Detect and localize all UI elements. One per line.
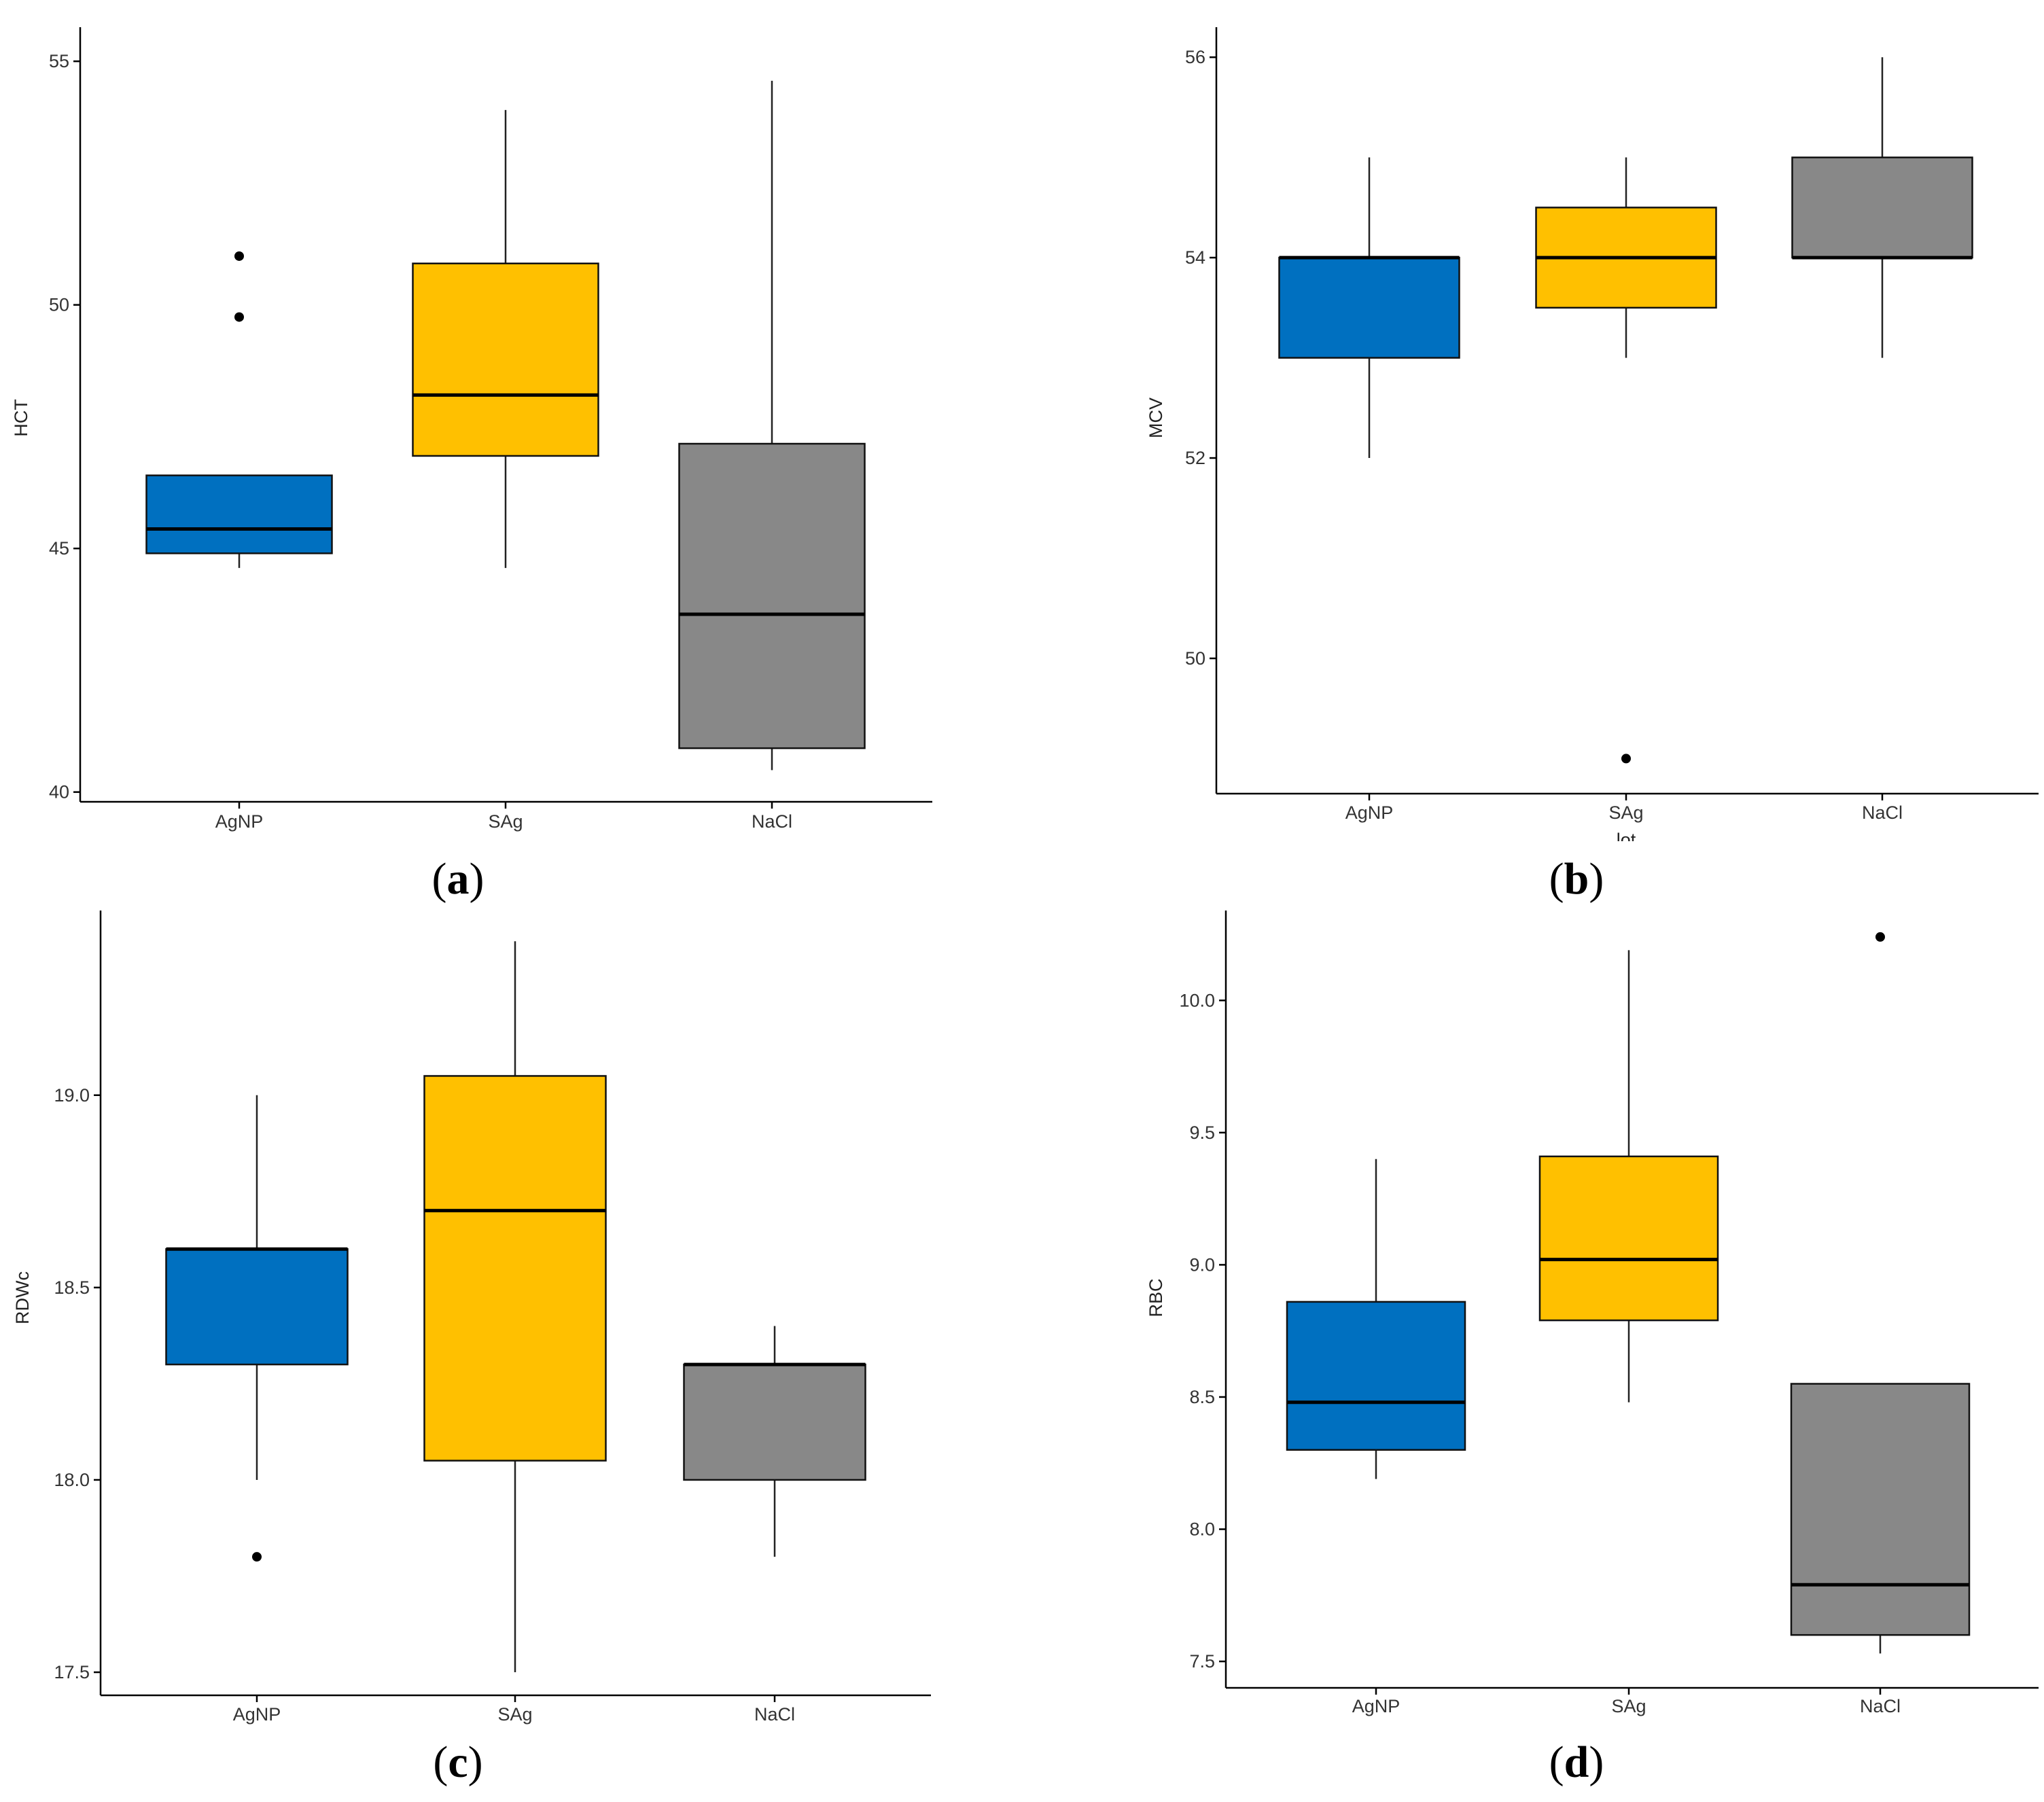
y-tick-label: 10.0 — [1179, 990, 1215, 1010]
y-tick-label: 50 — [49, 295, 69, 315]
panel-label-close-paren: ) — [468, 1737, 483, 1787]
outlier-point-nacl — [1875, 932, 1885, 942]
panel-label-letter: c — [448, 1737, 468, 1787]
box-sag — [423, 941, 607, 1673]
x-tick-label: AgNP — [1345, 802, 1394, 823]
y-tick-label: 19.0 — [54, 1085, 90, 1106]
y-tick-label: 52 — [1185, 448, 1205, 468]
y-tick-label: 9.5 — [1189, 1123, 1215, 1143]
outlier-point-agnp — [234, 312, 244, 322]
box-sag — [1535, 157, 1717, 764]
iqr-box-agnp — [1286, 1301, 1466, 1451]
box-nacl — [1790, 932, 1971, 1654]
y-tick-label: 18.5 — [54, 1277, 90, 1298]
x-tick-label: NaCl — [752, 811, 792, 832]
x-tick-label: SAg — [488, 811, 523, 832]
panel-label-open-paren: ( — [1549, 1737, 1564, 1787]
panel-label: (d) — [1549, 1737, 1604, 1787]
iqr-box-sag — [412, 262, 599, 457]
chart-panel-c: 17.5 18.0 18.5 19.0 AgNP SAg NaCl RDWc (c) — [12, 911, 931, 1787]
panel-label-letter: b — [1564, 854, 1589, 904]
outlier-point-agnp — [234, 251, 244, 261]
y-tick-label: 17.5 — [54, 1662, 90, 1682]
x-tick-label: SAg — [1611, 1696, 1646, 1716]
iqr-box-agnp — [165, 1248, 349, 1366]
y-tick-label: 55 — [49, 51, 69, 71]
y-axis-title: RDWc — [12, 1271, 33, 1324]
box-agnp — [1286, 1159, 1466, 1479]
chart-panel-b: 50 52 54 56 AgNP SAg NaCl lot MCV (b) — [1146, 27, 2039, 904]
panel-label-open-paren: ( — [1549, 854, 1564, 904]
y-tick-label: 8.0 — [1189, 1519, 1215, 1540]
outlier-point-agnp — [252, 1552, 262, 1562]
y-tick-label: 54 — [1185, 247, 1205, 268]
panel-label: (a) — [432, 854, 484, 904]
y-tick-label: 45 — [49, 538, 69, 559]
x-tick-label: SAg — [1608, 802, 1643, 823]
x-tick-label: AgNP — [1352, 1696, 1400, 1716]
iqr-box-nacl — [1791, 156, 1973, 259]
box-agnp — [145, 251, 333, 568]
box-nacl — [678, 80, 866, 771]
y-tick-label: 50 — [1185, 648, 1205, 669]
box-sag — [412, 109, 599, 568]
iqr-box-nacl — [1790, 1383, 1971, 1636]
y-tick-label: 18.0 — [54, 1470, 90, 1490]
outlier-point-sag — [1621, 754, 1631, 764]
iqr-box-sag — [423, 1075, 607, 1462]
x-tick-label: AgNP — [233, 1704, 281, 1725]
iqr-box-nacl — [678, 442, 866, 749]
y-axis-title: MCV — [1146, 398, 1166, 438]
y-tick-label: 56 — [1185, 47, 1205, 67]
iqr-box-agnp — [1278, 256, 1460, 359]
iqr-box-sag — [1538, 1155, 1719, 1322]
x-tick-label: NaCl — [1862, 802, 1903, 823]
iqr-box-agnp — [145, 474, 333, 554]
panel-label-letter: d — [1564, 1737, 1589, 1787]
panel-label-close-paren: ) — [470, 854, 484, 904]
x-axis-title: lot — [1617, 830, 1636, 850]
panel-label-open-paren: ( — [432, 854, 447, 904]
panel-label: (c) — [433, 1737, 482, 1787]
iqr-box-nacl — [683, 1363, 866, 1481]
chart-panel-d: 7.5 8.0 8.5 9.0 9.5 10.0 AgNP SAg NaCl RBC (d) — [1146, 911, 2039, 1787]
y-axis-title: RBC — [1146, 1278, 1166, 1317]
x-tick-label: NaCl — [754, 1704, 795, 1725]
chart-panel-a: 40 45 50 55 AgNP SAg NaCl HCT (a) — [11, 27, 932, 904]
panel-label-close-paren: ) — [1589, 854, 1604, 904]
x-tick-label: NaCl — [1860, 1696, 1901, 1716]
box-nacl — [683, 1326, 866, 1557]
box-agnp — [1278, 157, 1460, 459]
panel-label: (b) — [1549, 854, 1604, 904]
y-tick-label: 8.5 — [1189, 1387, 1215, 1407]
box-sag — [1538, 950, 1719, 1402]
x-tick-label: SAg — [497, 1704, 532, 1725]
y-tick-label: 7.5 — [1189, 1651, 1215, 1672]
y-axis-title: HCT — [11, 399, 31, 437]
y-tick-label: 40 — [49, 782, 69, 802]
box-agnp — [165, 1095, 349, 1562]
panel-label-close-paren: ) — [1589, 1737, 1604, 1787]
panel-label-letter: a — [447, 854, 470, 904]
y-tick-label: 9.0 — [1189, 1254, 1215, 1275]
box-nacl — [1791, 57, 1973, 358]
x-tick-label: AgNP — [215, 811, 264, 832]
panel-label-open-paren: ( — [433, 1737, 448, 1787]
